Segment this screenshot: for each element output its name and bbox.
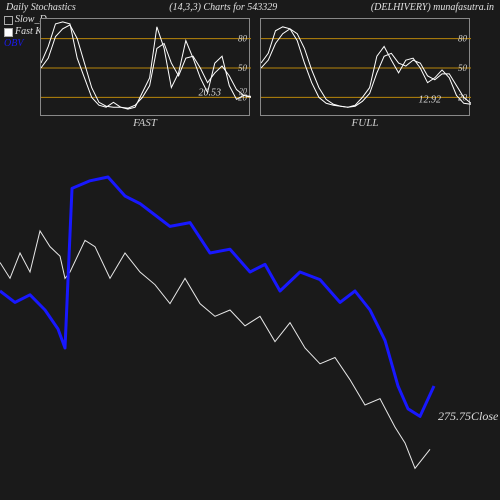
svg-text:20: 20 (239, 86, 247, 95)
svg-text:80: 80 (238, 34, 248, 44)
svg-text:20: 20 (458, 92, 468, 102)
svg-text:20.53: 20.53 (199, 87, 222, 98)
legend-label: OBV (4, 38, 23, 50)
svg-text:12.92: 12.92 (419, 94, 442, 105)
main-chart: 275.75Close (0, 120, 500, 500)
swatch-empty-icon (4, 16, 13, 25)
legend-label: Fast K (15, 26, 42, 38)
title-left: Daily Stochastics (6, 2, 76, 13)
mini-fast-svg: 80502020.5320 (41, 19, 251, 117)
svg-text:50: 50 (458, 63, 468, 73)
mini-panels: 80502020.5320 FAST 80502012.92 FULL (40, 18, 470, 116)
swatch-filled-icon (4, 28, 13, 37)
mini-chart-fast: 80502020.5320 FAST (40, 18, 250, 116)
title-right: (DELHIVERY) munafasutra.in (371, 2, 494, 13)
svg-text:80: 80 (458, 34, 468, 44)
svg-text:50: 50 (238, 63, 248, 73)
mini-chart-full: 80502012.92 FULL (260, 18, 470, 116)
title-center: (14,3,3) Charts for 543329 (169, 2, 277, 13)
mini-full-svg: 80 50 20 12.92 (261, 19, 471, 117)
svg-text:275.75Close: 275.75Close (438, 409, 499, 423)
